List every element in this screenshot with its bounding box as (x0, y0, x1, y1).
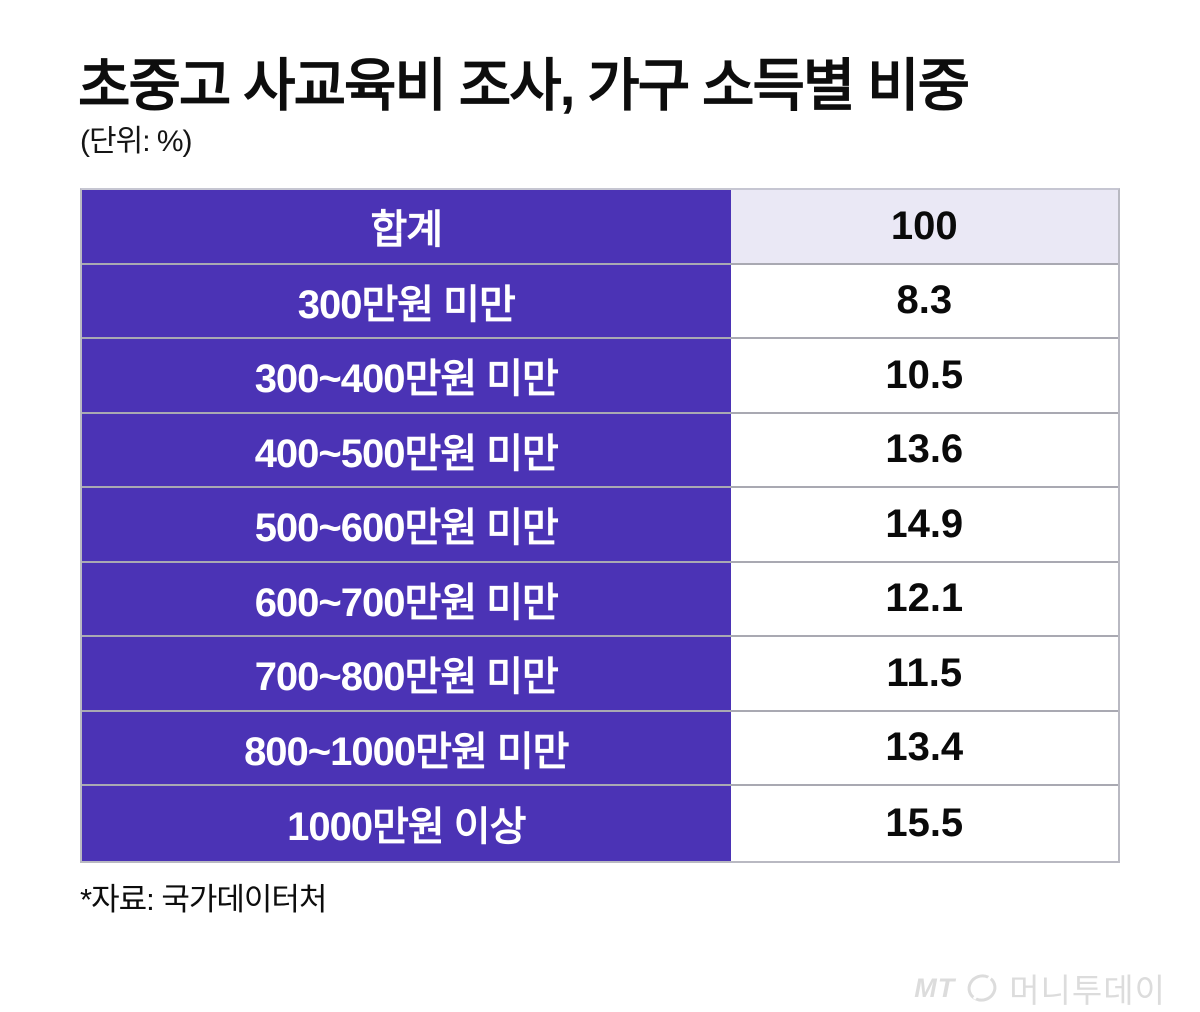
row-value: 11.5 (730, 637, 1118, 710)
row-value: 8.3 (730, 264, 1118, 337)
row-value: 13.6 (730, 413, 1118, 486)
row-label: 600~700만원 미만 (82, 562, 731, 635)
row-label: 300~400만원 미만 (82, 339, 731, 412)
row-label: 1000만원 이상 (82, 786, 731, 861)
unit-label: (단위: %) (80, 125, 193, 158)
row-label: 400~500만원 미만 (82, 413, 731, 486)
moneytoday-logo: MT 머니투데이 (914, 964, 1166, 1012)
source-note: *자료: 국가데이터처 (80, 882, 327, 917)
row-value: 13.4 (730, 711, 1118, 784)
row-value: 12.1 (730, 562, 1118, 635)
row-label: 합계 (82, 190, 731, 263)
mt-logo-text: MT (914, 972, 956, 1003)
table-row: 600~700만원 미만 12.1 (82, 562, 1118, 637)
table-row: 500~600만원 미만 14.9 (82, 488, 1118, 563)
row-label: 800~1000만원 미만 (82, 711, 731, 784)
row-value: 15.5 (730, 786, 1118, 861)
moneytoday-brand-text: 머니투데이 (1009, 972, 1166, 1009)
page-title: 초중고 사교육비 조사, 가구 소득별 비중 (78, 54, 970, 118)
row-value: 100 (730, 190, 1118, 263)
row-value: 14.9 (730, 488, 1118, 561)
table-row-total: 합계 100 (82, 190, 1118, 265)
moneytoday-circle-icon (967, 974, 997, 1002)
table-row: 400~500만원 미만 13.6 (82, 413, 1118, 488)
income-share-table: 합계 100 300만원 미만 8.3 300~400만원 미만 10.5 40… (80, 188, 1120, 863)
table-row: 800~1000만원 미만 13.4 (82, 711, 1118, 786)
row-label: 500~600만원 미만 (82, 488, 731, 561)
row-label: 700~800만원 미만 (82, 637, 731, 710)
table-row: 300~400만원 미만 10.5 (82, 339, 1118, 414)
table-row: 1000만원 이상 15.5 (82, 786, 1118, 861)
table-row: 700~800만원 미만 11.5 (82, 637, 1118, 712)
table-row: 300만원 미만 8.3 (82, 264, 1118, 339)
row-label: 300만원 미만 (82, 264, 731, 337)
row-value: 10.5 (730, 339, 1118, 412)
